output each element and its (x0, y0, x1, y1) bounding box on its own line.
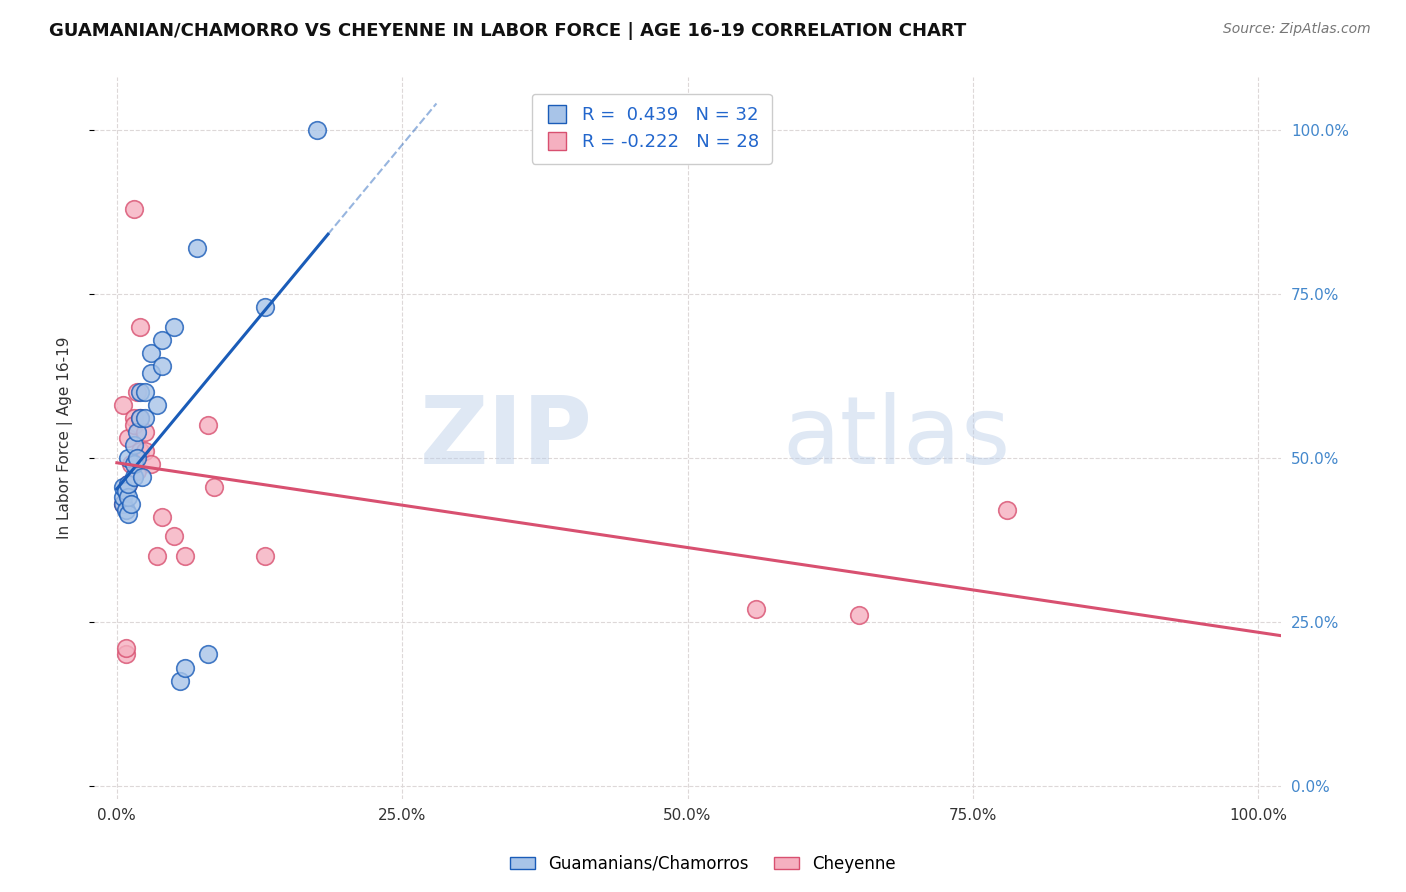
Point (120, 497, 142, 511)
Point (117, 477, 139, 491)
Point (111, 398, 134, 412)
Point (163, 319, 186, 334)
Point (152, 359, 174, 373)
Point (254, 549, 277, 563)
Point (146, 549, 169, 563)
Text: GUAMANIAN/CHAMORRO VS CHEYENNE IN LABOR FORCE | AGE 16-19 CORRELATION CHART: GUAMANIAN/CHAMORRO VS CHEYENNE IN LABOR … (49, 22, 966, 40)
Point (134, 385, 156, 400)
Point (115, 648, 138, 662)
Point (122, 417, 145, 432)
Point (122, 411, 145, 425)
Point (128, 411, 150, 425)
Point (117, 507, 139, 521)
Point (134, 411, 156, 425)
Point (111, 497, 134, 511)
Point (117, 477, 139, 491)
Point (995, 503, 1018, 517)
Point (146, 398, 169, 412)
Point (122, 458, 145, 472)
Point (128, 444, 150, 458)
Point (174, 549, 197, 563)
Point (186, 241, 208, 255)
Point (111, 497, 134, 511)
Point (202, 480, 225, 494)
Legend: R =  0.439   N = 32, R = -0.222   N = 28: R = 0.439 N = 32, R = -0.222 N = 28 (531, 94, 772, 164)
Point (122, 202, 145, 216)
Point (127, 425, 149, 439)
Point (127, 464, 149, 478)
Point (305, 123, 328, 137)
Point (115, 503, 138, 517)
Point (131, 470, 153, 484)
Point (115, 640, 138, 655)
Point (111, 490, 134, 504)
Point (152, 333, 174, 347)
Point (745, 601, 768, 615)
Point (152, 509, 174, 524)
Point (122, 470, 145, 484)
Point (848, 608, 870, 623)
Point (174, 660, 197, 674)
Point (128, 385, 150, 400)
Point (120, 458, 142, 472)
Point (115, 483, 138, 498)
Point (169, 673, 191, 688)
Point (139, 458, 162, 472)
Point (139, 366, 162, 380)
Text: Source: ZipAtlas.com: Source: ZipAtlas.com (1223, 22, 1371, 37)
Point (254, 300, 277, 314)
Point (117, 450, 139, 465)
Point (117, 431, 139, 445)
Point (134, 444, 156, 458)
Point (197, 417, 219, 432)
Point (128, 319, 150, 334)
Point (197, 648, 219, 662)
Point (117, 490, 139, 504)
Point (128, 411, 150, 425)
Legend: Guamanians/Chamorros, Cheyenne: Guamanians/Chamorros, Cheyenne (503, 848, 903, 880)
Point (163, 529, 186, 543)
Y-axis label: In Labor Force | Age 16-19: In Labor Force | Age 16-19 (58, 337, 73, 540)
Point (134, 425, 156, 439)
Point (127, 385, 149, 400)
Point (111, 480, 134, 494)
Text: ZIP: ZIP (420, 392, 592, 484)
Point (127, 450, 149, 465)
Point (139, 346, 162, 360)
Text: atlas: atlas (783, 392, 1011, 484)
Point (122, 437, 145, 451)
